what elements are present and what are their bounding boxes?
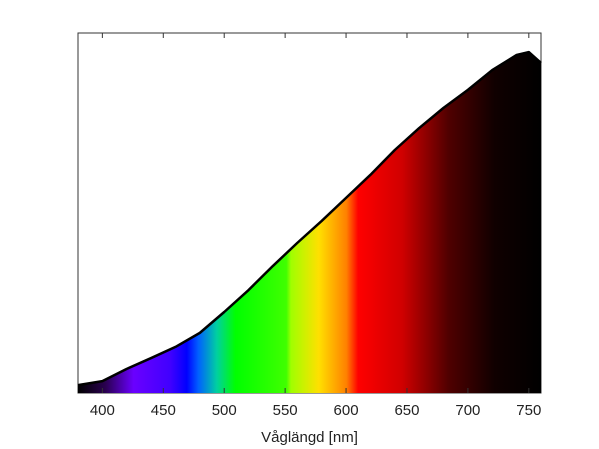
area-fill (78, 52, 541, 393)
x-tick-label: 700 (455, 402, 480, 419)
area-line (77, 50, 542, 387)
x-tick-label: 400 (90, 402, 115, 419)
x-tick-label: 550 (273, 402, 298, 419)
x-tick-label: 450 (151, 402, 176, 419)
x-tick-label: 600 (334, 402, 359, 419)
x-tick-label: 750 (516, 402, 541, 419)
x-tick-label: 500 (212, 402, 237, 419)
x-axis-label: Våglängd [nm] (261, 429, 358, 446)
x-tick-label: 650 (394, 402, 419, 419)
